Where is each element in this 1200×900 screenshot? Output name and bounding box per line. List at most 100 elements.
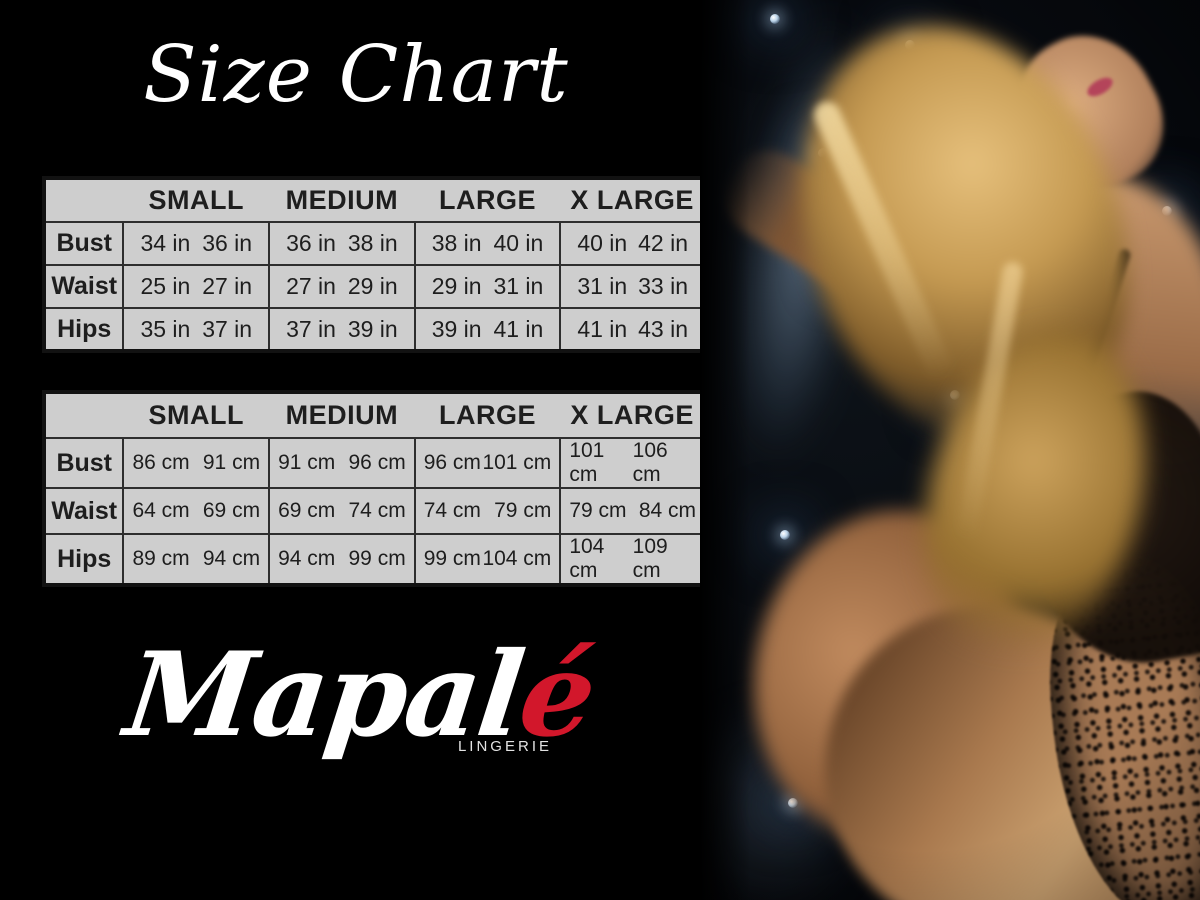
waist-large-cell: 29 in 31 in [413,264,562,309]
measure-value: 69 cm [278,499,336,522]
measure-value: 39 in [347,315,398,342]
hips-medium-cell: 94 cm 99 cm [268,533,416,586]
table-corner-cell [44,177,124,223]
measure-value: 35 in [140,315,191,342]
measure-value: 27 in [202,273,253,299]
measure-value: 41 in [493,315,544,342]
column-header-xlarge: X LARGE [560,177,706,223]
row-label-waist: Waist [42,487,125,535]
brand-logo: Mapalé LINGERIE [60,627,660,763]
bust-xlarge-cell: 101 cm 106 cm [559,437,707,489]
table-row-bust: Bust 34 in 36 in 36 in 38 in 38 in 40 in 40… [42,221,707,266]
header-row: SMALL MEDIUM LARGE X LARGE [44,391,706,439]
measure-value: 43 in [638,315,688,342]
measure-value: 109 cm [632,535,668,582]
header-row: SMALL MEDIUM LARGE X LARGE [44,177,706,223]
measure-value: 38 in [431,230,482,256]
column-header-medium: MEDIUM [269,391,415,439]
measure-value: 40 in [493,230,544,256]
measure-value: 41 in [577,315,628,342]
column-header-large: LARGE [414,391,561,439]
hips-large-cell: 99 cm 104 cm [413,533,562,586]
bust-small-cell: 86 cm 91 cm [122,437,271,489]
table-row-waist: Waist 64 cm 69 cm 69 cm 74 cm 74 cm 79 cm 7… [42,487,707,535]
measure-value: 64 cm [132,499,190,522]
measure-value: 25 in [140,273,191,299]
measure-value: 69 cm [202,499,261,522]
measure-value: 33 in [638,273,688,299]
measure-value: 74 cm [348,499,406,522]
row-label-waist: Waist [42,264,125,309]
measure-value: 29 in [347,273,398,299]
waist-medium-cell: 69 cm 74 cm [268,487,416,535]
table-row-waist: Waist 25 in 27 in 27 in 29 in 29 in 31 in 3… [42,264,707,309]
measure-value: 89 cm [132,547,190,570]
measure-value: 84 cm [638,499,696,522]
column-header-small: SMALL [123,391,270,439]
measure-value: 40 in [577,230,628,256]
measure-value: 96 cm [348,451,406,474]
waist-medium-cell: 27 in 29 in [268,264,416,309]
bust-large-cell: 38 in 40 in [413,221,562,266]
measure-value: 91 cm [202,451,261,474]
brand-tagline: LINGERIE [457,737,552,755]
measure-value: 27 in [286,273,336,299]
size-table-centimeters: SMALL MEDIUM LARGE X LARGE Bust 86 cm 91 … [42,390,708,587]
measure-value: 96 cm [423,451,481,474]
hips-large-cell: 39 in 41 in [413,307,562,352]
column-header-xlarge: X LARGE [560,391,706,439]
waist-xlarge-cell: 79 cm 84 cm [559,487,707,535]
measure-value: 99 cm [423,547,481,570]
measure-value: 86 cm [132,451,190,474]
measure-value: 79 cm [569,499,627,522]
measure-value: 36 in [202,230,253,256]
measure-value: 104 cm [569,535,605,582]
column-header-large: LARGE [414,177,561,223]
row-label-hips: Hips [42,533,125,586]
measure-value: 38 in [347,230,398,256]
measure-value: 31 in [493,273,544,299]
row-label-bust: Bust [42,437,125,489]
hips-small-cell: 35 in 37 in [122,307,271,352]
hips-medium-cell: 37 in 39 in [268,307,416,352]
measure-value: 36 in [286,230,336,256]
bust-medium-cell: 91 cm 96 cm [268,437,416,489]
measure-value: 37 in [202,315,253,342]
hips-xlarge-cell: 41 in 43 in [559,307,707,352]
measure-value: 37 in [286,315,336,342]
page-title: Size Chart [143,30,569,120]
measure-value: 42 in [638,230,688,256]
model-photo [700,0,1200,900]
measure-value: 39 in [431,315,482,342]
waist-xlarge-cell: 31 in 33 in [559,264,707,309]
waist-large-cell: 74 cm 79 cm [413,487,562,535]
table-row-hips: Hips 35 in 37 in 37 in 39 in 39 in 41 in 41… [42,307,707,352]
measure-value: 91 cm [278,451,336,474]
brand-text: Mapal [118,627,530,763]
table-row-bust: Bust 86 cm 91 cm 91 cm 96 cm 96 cm 101 cm 1… [42,437,707,489]
waist-small-cell: 64 cm 69 cm [122,487,271,535]
measure-value: 101 cm [482,451,552,474]
hips-small-cell: 89 cm 94 cm [122,533,271,586]
row-label-hips: Hips [42,307,125,352]
measure-value: 94 cm [278,547,336,570]
measure-value: 104 cm [482,547,552,570]
measure-value: 79 cm [494,499,552,522]
brand-accent-letter: é [512,627,602,763]
measure-value: 101 cm [569,439,605,486]
column-header-medium: MEDIUM [269,177,415,223]
photo-vignette [700,0,1200,900]
column-header-small: SMALL [123,177,270,223]
measure-value: 34 in [140,230,191,256]
measure-value: 94 cm [202,547,261,570]
waist-small-cell: 25 in 27 in [122,264,271,309]
table-row-hips: Hips 89 cm 94 cm 94 cm 99 cm 99 cm 104 cm 1… [42,533,707,586]
measure-value: 106 cm [632,439,668,486]
measure-value: 29 in [431,273,482,299]
measure-value: 99 cm [348,547,406,570]
measure-value: 31 in [577,273,628,299]
brand-wordmark: Mapalé [119,627,601,763]
bust-large-cell: 96 cm 101 cm [413,437,562,489]
bust-medium-cell: 36 in 38 in [268,221,416,266]
